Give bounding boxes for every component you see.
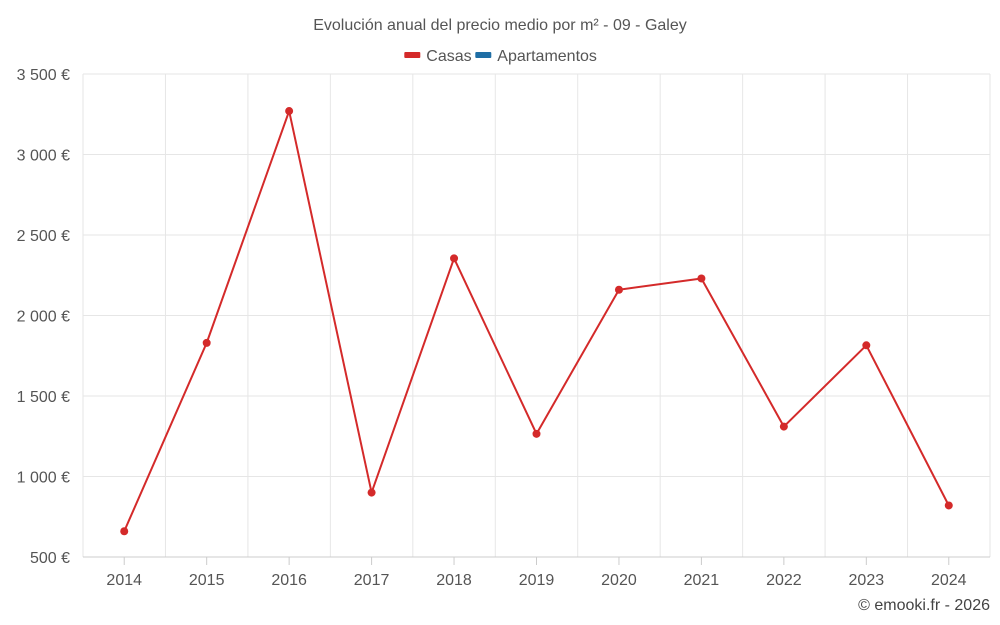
credit-text: © emooki.fr - 2026 <box>858 597 990 614</box>
y-axis: 500 € 1 000 € 1 500 € 2 000 € 2 500 € 3 000 €… <box>17 67 70 567</box>
y-tick-label: 500 € <box>30 550 70 567</box>
data-point[interactable] <box>202 338 211 347</box>
legend-label: Casas <box>426 48 471 65</box>
data-point[interactable] <box>450 254 459 263</box>
y-tick-label: 3 000 € <box>17 148 70 165</box>
series-layer <box>120 107 953 536</box>
data-point[interactable] <box>862 341 871 350</box>
data-point[interactable] <box>532 429 541 438</box>
data-point[interactable] <box>779 422 788 431</box>
legend-label: Apartamentos <box>497 48 597 65</box>
data-point[interactable] <box>697 274 706 283</box>
data-point[interactable] <box>285 107 294 116</box>
x-tick-label: 2023 <box>849 572 885 589</box>
legend-item-apartamentos[interactable]: Apartamentos <box>475 48 597 65</box>
x-axis: 2014 2015 2016 2017 2018 2019 2020 2021 2022 2023… <box>83 556 990 589</box>
legend-item-casas[interactable]: Casas <box>404 48 472 65</box>
data-point[interactable] <box>944 501 953 510</box>
x-tick-label: 2016 <box>271 572 307 589</box>
y-tick-label: 1 500 € <box>17 389 70 406</box>
x-tick-label: 2024 <box>931 572 967 589</box>
x-tick-label: 2019 <box>519 572 555 589</box>
legend[interactable]: Casas Apartamentos <box>404 48 597 65</box>
legend-swatch <box>404 52 421 58</box>
x-tick-label: 2022 <box>766 572 802 589</box>
y-tick-label: 2 500 € <box>17 228 70 245</box>
x-tick-label: 2018 <box>436 572 472 589</box>
data-point[interactable] <box>614 285 623 294</box>
x-tick-label: 2021 <box>684 572 720 589</box>
chart-title: Evolución anual del precio medio por m² … <box>313 17 687 34</box>
y-tick-label: 1 000 € <box>17 470 70 487</box>
legend-swatch <box>475 52 492 58</box>
grid <box>82 73 991 558</box>
data-point[interactable] <box>120 527 129 536</box>
x-tick-label: 2017 <box>354 572 390 589</box>
data-point[interactable] <box>367 488 376 497</box>
x-tick-label: 2020 <box>601 572 637 589</box>
y-tick-label: 2 000 € <box>17 309 70 326</box>
x-tick-label: 2015 <box>189 572 225 589</box>
x-tick-label: 2014 <box>106 572 142 589</box>
y-tick-label: 3 500 € <box>17 67 70 84</box>
